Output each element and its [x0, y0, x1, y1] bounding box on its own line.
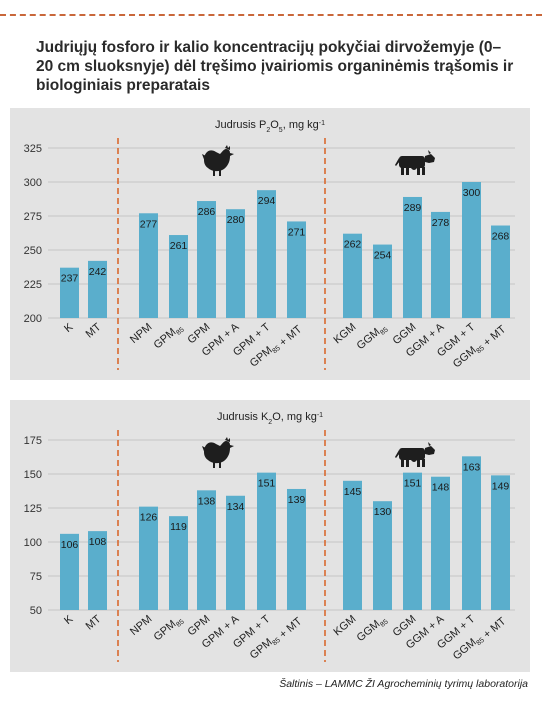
bar [431, 476, 450, 610]
data-label: 294 [258, 195, 276, 207]
top-dashed-rule [0, 14, 542, 16]
bar [373, 501, 392, 610]
bar [403, 196, 422, 318]
data-label: 149 [492, 480, 510, 492]
chart-p2o5: Judrusis P2O5, mg kg-1 200 225 250 275 300 325… [24, 119, 515, 370]
data-label: 286 [198, 206, 216, 218]
bar [139, 213, 158, 318]
data-label: 277 [140, 218, 158, 230]
bar [431, 211, 450, 318]
bar [287, 221, 306, 318]
chart-panel-p2o5: Judrusis P2O5, mg kg-1 200 225 250 275 300 325… [10, 108, 530, 380]
bar [226, 495, 245, 610]
data-label: 108 [89, 536, 107, 548]
data-label: 106 [61, 539, 79, 551]
bar [257, 190, 276, 318]
bar [462, 182, 481, 318]
bar [197, 490, 216, 610]
data-label: 148 [432, 482, 450, 494]
source-note: Šaltinis – LAMMC ŽI Agrocheminių tyrimų … [279, 678, 528, 690]
data-label: 126 [140, 512, 158, 524]
data-label: 145 [344, 486, 362, 498]
data-label: 237 [61, 273, 79, 285]
category-label: K [62, 613, 76, 627]
bar [403, 472, 422, 610]
y-tick-label: 225 [24, 279, 42, 291]
data-label: 262 [344, 239, 362, 251]
cow-icon [395, 150, 435, 175]
bar [462, 456, 481, 610]
y-tick-label: 200 [24, 313, 42, 325]
data-label: 163 [463, 461, 481, 473]
data-label: 254 [374, 250, 392, 262]
bar [491, 475, 510, 610]
bar [491, 225, 510, 318]
bar [373, 244, 392, 318]
data-label: 271 [288, 226, 306, 238]
y-tick-label: 325 [24, 143, 42, 155]
y-tick-label: 275 [24, 211, 42, 223]
bar [169, 516, 188, 610]
bar [287, 488, 306, 610]
category-label: K [62, 321, 76, 335]
bar [226, 209, 245, 318]
data-label: 130 [374, 506, 392, 518]
data-label: 278 [432, 217, 450, 229]
category-label: MT [84, 613, 104, 633]
bar [257, 472, 276, 610]
data-label: 300 [463, 187, 481, 199]
category-label: GGM85 [355, 321, 390, 354]
page-title: Judriųjų fosforo ir kalio koncentracijų … [36, 39, 514, 94]
bar [343, 233, 362, 318]
chart-k2o: Judrusis K2O, mg kg-1 50 75 100 125 150 175 106… [24, 411, 515, 662]
bar [88, 260, 107, 318]
data-label: 261 [170, 240, 188, 252]
bar [139, 506, 158, 610]
category-label: GGM85 [355, 613, 390, 646]
category-label: MT [84, 321, 104, 341]
bar [343, 480, 362, 610]
bar [88, 531, 107, 610]
y-tick-label: 300 [24, 177, 42, 189]
y-tick-label: 100 [24, 537, 42, 549]
cow-icon [395, 442, 435, 467]
chart-title: Judrusis P2O5, mg kg-1 [215, 119, 325, 134]
bar [197, 201, 216, 318]
data-label: 138 [198, 495, 216, 507]
y-tick-label: 125 [24, 503, 42, 515]
data-label: 119 [170, 521, 187, 533]
data-label: 268 [492, 231, 510, 243]
y-tick-label: 75 [30, 571, 42, 583]
bar [169, 235, 188, 318]
data-label: 289 [404, 202, 422, 214]
y-tick-label: 50 [30, 605, 42, 617]
data-label: 151 [258, 478, 276, 490]
chicken-icon [202, 437, 234, 468]
category-label: GPM85 [152, 321, 186, 353]
chart-panel-k2o: Judrusis K2O, mg kg-1 50 75 100 125 150 175 106… [10, 400, 530, 672]
data-label: 280 [227, 214, 245, 226]
bar [60, 267, 79, 318]
data-label: 242 [89, 266, 107, 278]
data-label: 139 [288, 494, 306, 506]
chicken-icon [202, 145, 234, 176]
y-tick-label: 175 [24, 435, 42, 447]
data-label: 134 [227, 501, 245, 513]
chart-title: Judrusis K2O, mg kg-1 [217, 411, 323, 426]
y-tick-label: 150 [24, 469, 42, 481]
data-label: 151 [404, 478, 422, 490]
category-label: GPM85 [152, 613, 186, 645]
bar [60, 533, 79, 610]
y-tick-label: 250 [24, 245, 42, 257]
